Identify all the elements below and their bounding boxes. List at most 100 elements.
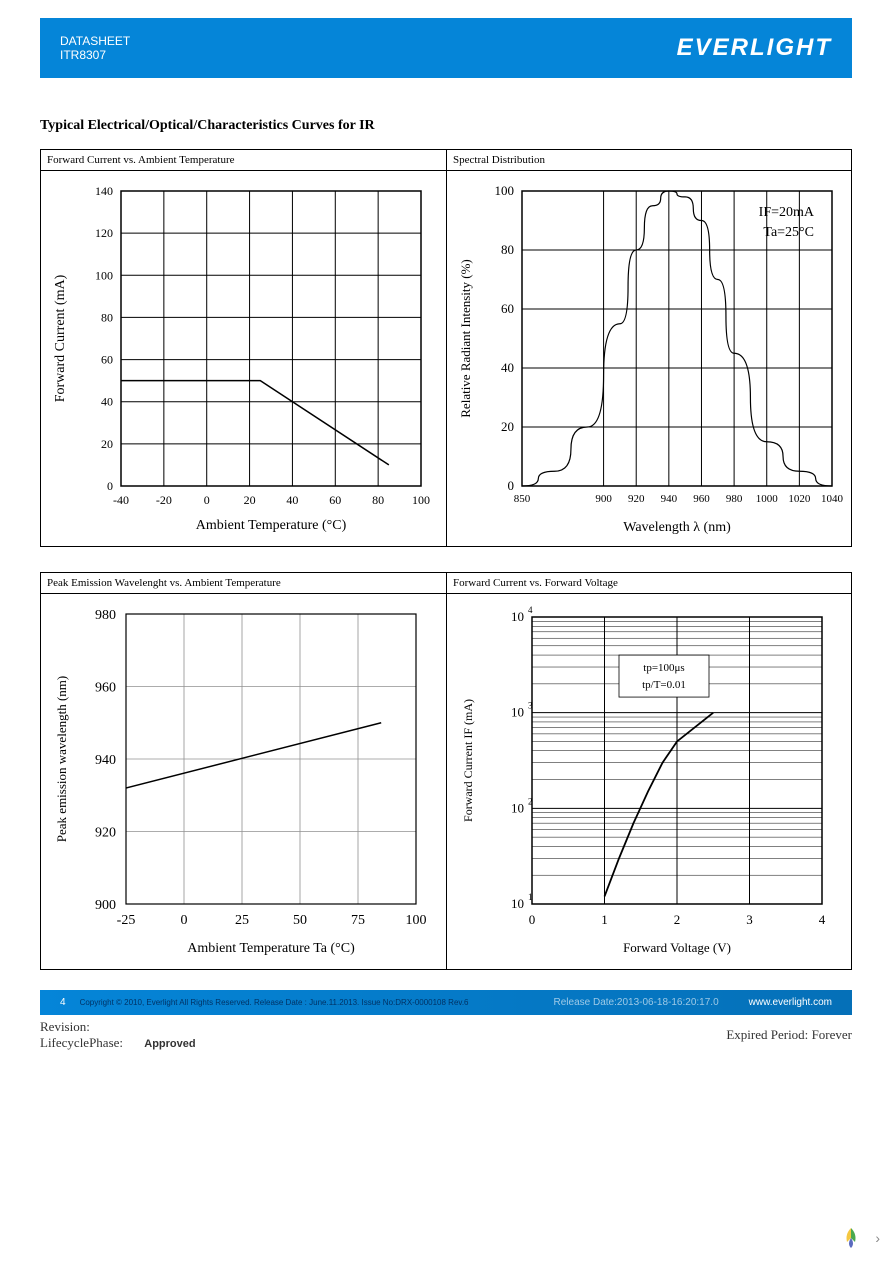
chart2-area: 8509009209409609801000102010400204060801… [447,171,852,546]
svg-text:75: 75 [351,913,365,928]
chart1-svg: -40-20020406080100020406080100120140Ambi… [46,176,441,541]
svg-text:0: 0 [508,478,515,493]
main-content: Typical Electrical/Optical/Characteristi… [0,78,892,990]
svg-text:-40: -40 [113,493,129,507]
svg-text:tp=100μs: tp=100μs [643,662,684,674]
chart3-area: -25 0 25 50 75 100 900 920 940 960 980 Ambient Temp… [41,594,446,969]
lifecycle-value: Approved [144,1038,195,1050]
svg-text:10: 10 [511,609,524,624]
chart1-area: -40-20020406080100020406080100120140Ambi… [41,171,446,546]
chart-cell-1: Forward Current vs. Ambient Temperature … [41,150,447,546]
website-text: www.everlight.com [749,997,832,1008]
svg-text:1: 1 [601,912,608,927]
svg-text:2: 2 [674,912,681,927]
page-corner-icons: › [839,1226,880,1250]
svg-text:140: 140 [95,184,113,198]
svg-text:850: 850 [514,493,531,505]
svg-text:4: 4 [819,912,826,927]
svg-text:80: 80 [372,493,384,507]
svg-text:-25: -25 [117,913,136,928]
chart4-title: Forward Current vs. Forward Voltage [447,573,852,594]
expired-value: Forever [812,1027,852,1042]
brand-logo: EVERLIGHT [677,34,832,62]
svg-text:20: 20 [244,493,256,507]
svg-text:980: 980 [726,493,743,505]
leaf-icon [839,1226,863,1250]
chevron-right-icon[interactable]: › [875,1230,880,1246]
chart4-svg: 0 1 2 3 4 10 1 10 2 10 3 10 4 Forward Voltage (V) Forw… [452,599,847,964]
copyright-text: Copyright © 2010, Everlight All Rights R… [80,996,469,1009]
svg-text:Wavelength λ (nm): Wavelength λ (nm) [623,520,731,535]
header-left: DATASHEET ITR8307 [60,34,130,62]
svg-text:40: 40 [286,493,298,507]
svg-text:Relative Radiant Intensity (%): Relative Radiant Intensity (%) [458,259,473,417]
svg-text:0: 0 [529,912,536,927]
chart1-title: Forward Current vs. Ambient Temperature [41,150,446,171]
svg-text:40: 40 [501,360,514,375]
svg-text:980: 980 [95,608,116,623]
svg-text:3: 3 [746,912,753,927]
svg-text:50: 50 [293,913,307,928]
svg-text:Forward Current (mA): Forward Current (mA) [53,274,68,402]
header-line2: ITR8307 [60,48,130,62]
svg-text:60: 60 [501,301,514,316]
revision-label: Revision: [40,1019,90,1034]
svg-text:20: 20 [101,437,113,451]
svg-text:120: 120 [95,226,113,240]
footer-bar: 4 Copyright © 2010, Everlight All Rights… [40,990,852,1015]
expired-label: Expired Period: [726,1027,808,1042]
svg-text:40: 40 [101,395,113,409]
svg-text:20: 20 [501,419,514,434]
svg-text:960: 960 [693,493,710,505]
svg-text:80: 80 [101,310,113,324]
svg-text:900: 900 [95,898,116,913]
svg-text:Peak emission wavelength (nm: Peak emission wavelength (nm) [54,676,69,842]
svg-text:0: 0 [181,913,188,928]
svg-text:Forward Current IF (mA): Forward Current IF (mA) [461,699,475,822]
svg-text:tp/T=0.01: tp/T=0.01 [642,679,686,691]
svg-text:Ta=25°C: Ta=25°C [763,225,814,240]
svg-text:10: 10 [511,800,524,815]
svg-text:-20: -20 [156,493,172,507]
svg-text:Forward Voltage (V): Forward Voltage (V) [623,940,731,955]
svg-text:1000: 1000 [756,493,779,505]
section-title: Typical Electrical/Optical/Characteristi… [40,118,852,134]
release-text: Release Date:2013-06-18-16:20:17.0 [554,997,719,1008]
svg-text:1020: 1020 [788,493,811,505]
svg-text:1040: 1040 [821,493,844,505]
svg-text:960: 960 [95,681,116,696]
chart4-area: 0 1 2 3 4 10 1 10 2 10 3 10 4 Forward Voltage (V) Forw… [447,594,852,969]
svg-text:Ambient Temperature Ta (°C): Ambient Temperature Ta (°C) [187,941,355,956]
svg-text:940: 940 [95,753,116,768]
lifecycle-label: LifecyclePhase: [40,1035,123,1050]
chart-cell-3: Peak Emission Wavelenght vs. Ambient Tem… [41,573,447,969]
svg-text:100: 100 [412,493,430,507]
bottom-meta-row: Revision: LifecyclePhase: Approved Expir… [0,1015,892,1081]
svg-text:1: 1 [528,892,533,902]
svg-text:100: 100 [95,268,113,282]
chart2-svg: 8509009209409609801000102010400204060801… [452,176,847,541]
svg-text:100: 100 [406,913,427,928]
svg-text:920: 920 [95,826,116,841]
page-number: 4 [60,997,66,1008]
svg-text:3: 3 [528,701,533,711]
chart-cell-2: Spectral Distribution 850900920940960980… [447,150,852,546]
svg-text:IF=20mA: IF=20mA [759,205,815,220]
svg-text:10: 10 [511,705,524,720]
svg-text:900: 900 [595,493,612,505]
chart2-title: Spectral Distribution [447,150,852,171]
svg-text:Ambient Temperature (°C): Ambient Temperature (°C) [196,518,347,533]
svg-text:60: 60 [329,493,341,507]
chart-cell-4: Forward Current vs. Forward Voltage 0 1 2 3… [447,573,852,969]
svg-text:60: 60 [101,353,113,367]
svg-text:100: 100 [495,183,515,198]
svg-text:940: 940 [661,493,678,505]
chart3-title: Peak Emission Wavelenght vs. Ambient Tem… [41,573,446,594]
svg-text:4: 4 [528,605,533,615]
svg-text:10: 10 [511,896,524,911]
svg-text:25: 25 [235,913,249,928]
chart3-svg: -25 0 25 50 75 100 900 920 940 960 980 Ambient Temp… [46,599,441,964]
svg-text:0: 0 [204,493,210,507]
svg-text:80: 80 [501,242,514,257]
svg-text:2: 2 [528,796,533,806]
